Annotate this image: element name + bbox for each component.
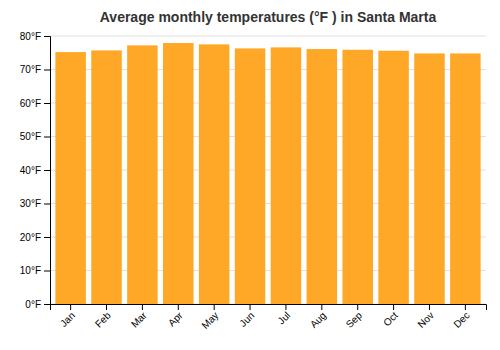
tick-label: 30°F <box>20 198 41 209</box>
bar <box>163 43 194 304</box>
tick: 40°F <box>20 165 50 176</box>
tick-label: Feb <box>93 309 113 329</box>
tick-label: 70°F <box>20 64 41 75</box>
tick-label: Jan <box>58 310 77 329</box>
bar <box>55 52 86 304</box>
tick: 80°F <box>20 31 50 42</box>
tick-mark <box>70 304 71 310</box>
grid <box>50 36 486 304</box>
bar <box>342 50 373 304</box>
axis-line <box>44 37 51 305</box>
tick-mark <box>178 304 179 310</box>
bar <box>450 53 481 304</box>
grid-line <box>50 36 486 37</box>
tick-mark <box>142 304 143 310</box>
tick-mark <box>106 304 107 310</box>
tick: 20°F <box>20 232 50 243</box>
tick-label: Apr <box>166 309 185 328</box>
tick-mark <box>214 304 215 310</box>
tick-label: Mar <box>129 309 149 329</box>
tick: Aug <box>308 304 328 330</box>
tick: 60°F <box>20 98 50 109</box>
tick-mark <box>285 304 286 310</box>
tick: May <box>199 304 220 331</box>
bar <box>91 50 122 304</box>
bar <box>127 45 158 304</box>
tick: Apr <box>166 304 185 328</box>
tick-mark <box>250 304 251 310</box>
tick: Dec <box>451 304 471 330</box>
tick-label: 60°F <box>20 98 41 109</box>
tick-label: Oct <box>381 310 400 329</box>
tick: 50°F <box>20 131 50 142</box>
tick: Mar <box>129 304 149 330</box>
tick-label: May <box>199 310 220 331</box>
tick-mark <box>44 36 50 37</box>
tick-mark <box>465 304 466 310</box>
tick-label: 80°F <box>20 31 41 42</box>
tick-label: 10°F <box>20 265 41 276</box>
tick-mark <box>44 103 50 104</box>
tick-label: 0°F <box>25 299 41 310</box>
tick: 0°F <box>25 299 50 310</box>
plot: 0°F 10°F 20°F 30°F 40°F 50°F 60°F 70°F 80°F Jan Fe… <box>20 31 487 331</box>
bar <box>307 49 338 304</box>
tick-label: Jul <box>275 310 292 327</box>
tick-label: 20°F <box>20 232 41 243</box>
tick-mark <box>357 304 358 310</box>
chart: 0°F 10°F 20°F 30°F 40°F 50°F 60°F 70°F 80°F Jan Fe… <box>0 0 500 350</box>
bar <box>414 53 445 304</box>
title: Average monthly temperatures (°F ) in Sa… <box>100 9 437 25</box>
tick-mark <box>44 137 50 138</box>
tick: Feb <box>93 304 113 330</box>
bar <box>378 51 409 304</box>
tick-mark <box>44 70 50 71</box>
tick: Oct <box>381 304 400 328</box>
tick-label: Aug <box>308 310 328 330</box>
tick-label: Nov <box>415 310 435 330</box>
tick-mark <box>44 170 50 171</box>
bar <box>235 48 266 304</box>
x-axis: Jan Feb Mar Apr May Jun Jul Aug Sep Oct Nov Dec <box>51 304 487 331</box>
tick-mark <box>393 304 394 310</box>
bar <box>199 44 230 304</box>
tick: Jan <box>58 304 77 329</box>
tick: Sep <box>344 304 365 330</box>
bar <box>271 47 302 304</box>
tick: Nov <box>415 304 435 330</box>
tick: Jul <box>275 304 292 326</box>
tick-mark <box>321 304 322 310</box>
tick-mark <box>44 304 50 305</box>
tick-label: Dec <box>451 310 471 330</box>
tick-mark <box>429 304 430 310</box>
y-axis: 0°F 10°F 20°F 30°F 40°F 50°F 60°F 70°F 80°F <box>20 31 51 310</box>
tick: 70°F <box>20 64 50 75</box>
tick: 30°F <box>20 198 50 209</box>
tick-label: 50°F <box>20 131 41 142</box>
tick-mark <box>44 271 50 272</box>
axis-line <box>51 305 487 311</box>
tick-label: Jun <box>237 310 256 329</box>
tick-mark <box>44 204 50 205</box>
tick-label: Sep <box>344 309 365 330</box>
bars <box>55 43 480 304</box>
tick: 10°F <box>20 265 50 276</box>
tick: Jun <box>237 304 256 329</box>
tick-mark <box>44 237 50 238</box>
tick-label: 40°F <box>20 165 41 176</box>
